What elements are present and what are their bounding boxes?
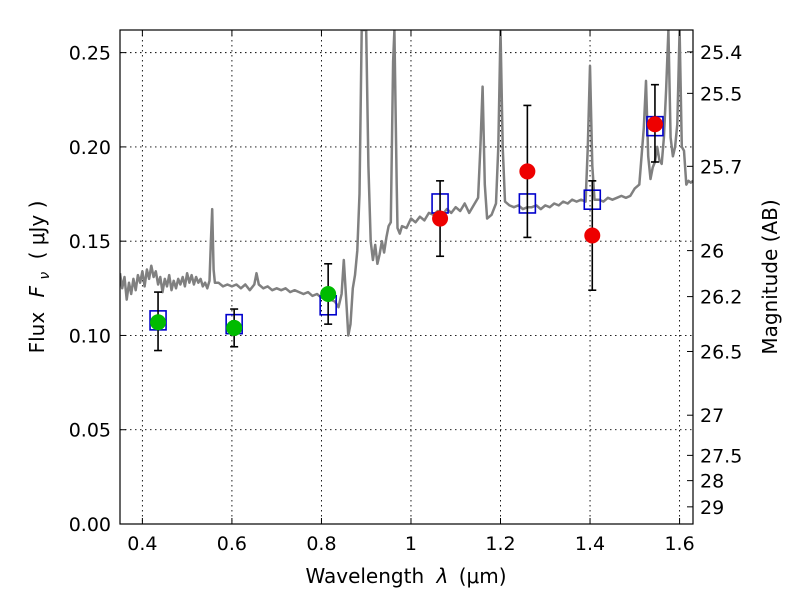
- x-tick-label: 0.8: [306, 533, 336, 555]
- optical-data-point: [150, 314, 167, 331]
- y2-tick-label: 25.5: [700, 83, 742, 105]
- nir-data-point: [584, 227, 601, 244]
- spectrum-line: [120, 30, 693, 337]
- x-axis-title-symbol: λ: [436, 564, 449, 588]
- y2-axis-title: Magnitude (AB): [758, 199, 782, 354]
- optical-data-point: [320, 285, 337, 302]
- axes: 0.4 0.6 0.8 1 1.2 1.4 1.6 0.00 0.05 0.10 0.15 0.20 0…: [69, 30, 742, 555]
- x-axis-title: Wavelength λ (μm): [305, 564, 506, 588]
- y-axis-title-unit: ( μJy ): [25, 201, 49, 260]
- y2-tick-label: 26.2: [700, 287, 742, 309]
- y2-tick-label: 27: [700, 405, 724, 427]
- y-tick-label: 0.25: [69, 43, 111, 65]
- y-tick-label: 0.05: [69, 420, 111, 442]
- y-tick-label: 0.15: [69, 231, 111, 253]
- x-axis-title-text: Wavelength: [305, 564, 424, 588]
- x-axis-title-unit: (μm): [459, 564, 507, 588]
- y-axis-title-text: Flux: [25, 312, 49, 354]
- nir-data-point: [432, 210, 449, 227]
- plot-area: [120, 30, 693, 352]
- nir-data-point: [519, 163, 536, 180]
- y-tick-label: 0.10: [69, 325, 111, 347]
- optical-data-point: [226, 319, 243, 336]
- x-tick-label: 1.6: [664, 533, 694, 555]
- grid-lines: [120, 30, 693, 525]
- y2-tick-label: 25.4: [700, 42, 742, 64]
- y2-tick-label: 25.7: [700, 156, 742, 178]
- plot-frame: [119, 29, 694, 525]
- x-tick-label: 1: [405, 533, 417, 555]
- x-tick-label: 1.2: [485, 533, 515, 555]
- y2-tick-label: 26.5: [700, 341, 742, 363]
- nir-data-point: [646, 116, 663, 133]
- y-axis-title-subscript: ν: [37, 272, 53, 280]
- y-tick-label: 0.00: [69, 514, 111, 536]
- y2-tick-label: 29: [700, 497, 724, 519]
- y2-tick-label: 28: [700, 471, 724, 493]
- y2-tick-label: 26: [700, 241, 724, 263]
- y-tick-label: 0.20: [69, 137, 111, 159]
- y-axis-title: Flux F ν ( μJy ): [25, 201, 54, 354]
- y-axis-title-symbol: F: [25, 285, 49, 297]
- x-tick-label: 0.4: [127, 533, 157, 555]
- x-tick-label: 1.4: [575, 533, 605, 555]
- y2-tick-label: 27.5: [700, 445, 742, 467]
- x-tick-label: 0.6: [217, 533, 247, 555]
